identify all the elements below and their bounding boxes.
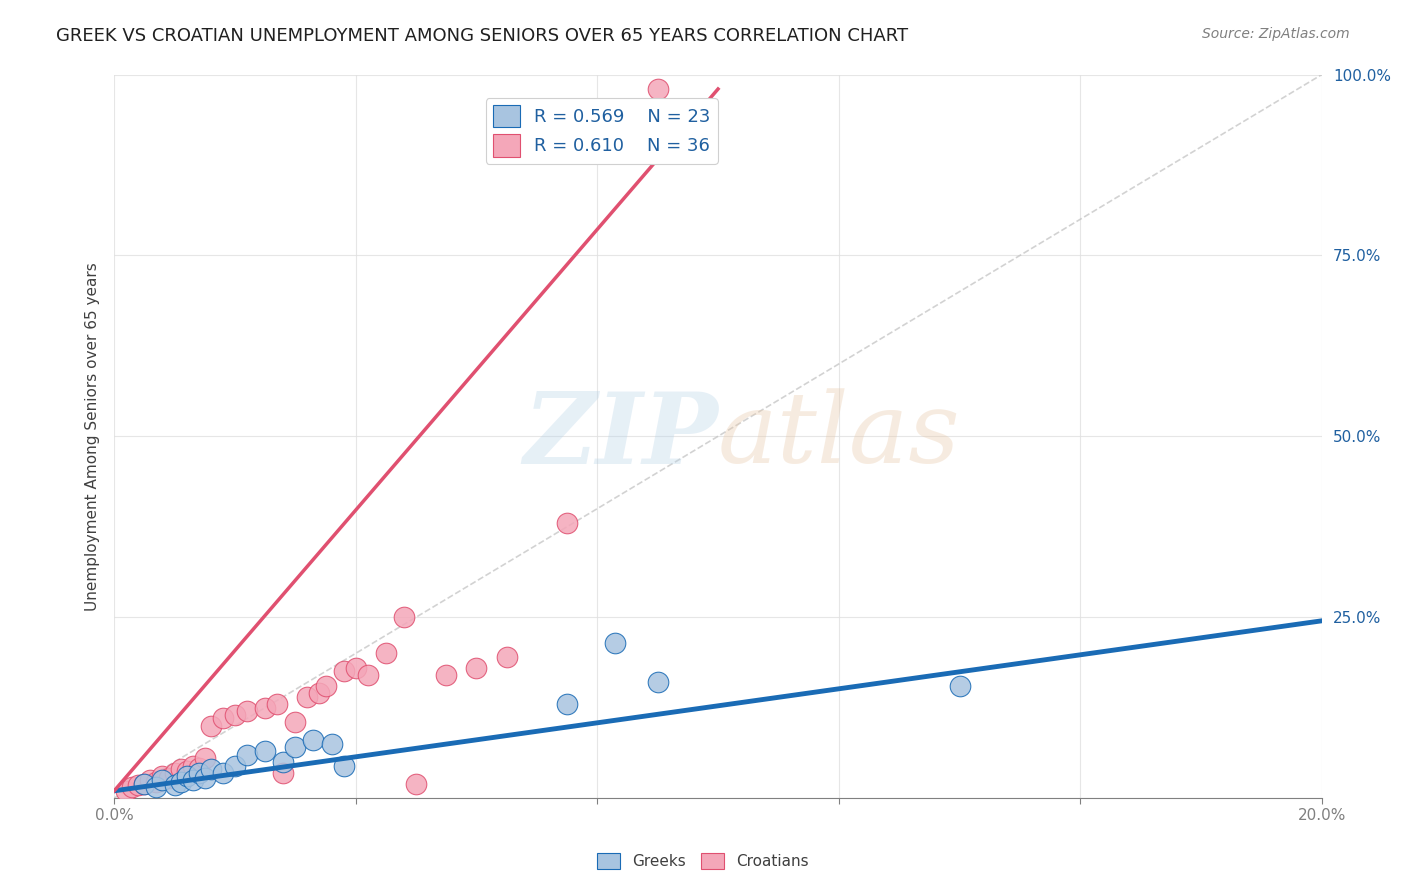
Point (254, 744, 277, 758)
Point (115, 784, 138, 798)
Point (194, 751, 217, 765)
Point (302, 733, 325, 747)
Point (374, 646, 396, 660)
Point (647, 82, 669, 96)
Y-axis label: Unemployment Among Seniors over 65 years: Unemployment Among Seniors over 65 years (86, 262, 100, 611)
Point (187, 765, 209, 780)
Point (200, 719, 222, 733)
Point (605, 635, 627, 649)
Point (297, 690, 319, 704)
Point (254, 700, 277, 714)
Point (495, 650, 517, 665)
Point (134, 776, 156, 790)
Point (344, 661, 367, 675)
Text: GREEK VS CROATIAN UNEMPLOYMENT AMONG SENIORS OVER 65 YEARS CORRELATION CHART: GREEK VS CROATIAN UNEMPLOYMENT AMONG SEN… (56, 27, 908, 45)
Text: ZIP: ZIP (523, 388, 718, 484)
Point (236, 747, 259, 762)
Point (948, 679, 970, 693)
Point (236, 704, 259, 718)
Point (434, 668, 457, 682)
Point (224, 707, 246, 722)
Point (127, 778, 149, 792)
Point (169, 762, 191, 776)
Point (212, 711, 235, 725)
Point (157, 771, 180, 785)
Point (169, 775, 191, 789)
Point (555, 697, 578, 711)
Point (647, 675, 669, 690)
Point (357, 668, 380, 682)
Text: atlas: atlas (718, 389, 960, 484)
Point (271, 765, 294, 780)
Point (121, 780, 143, 795)
Point (145, 775, 167, 789)
Point (284, 740, 307, 755)
Point (212, 765, 235, 780)
Point (392, 610, 415, 624)
Point (176, 764, 198, 778)
Point (266, 697, 288, 711)
Point (405, 776, 427, 790)
Point (145, 780, 167, 795)
Point (555, 516, 578, 530)
Point (271, 755, 294, 769)
Point (187, 761, 209, 775)
Point (181, 772, 204, 787)
Point (332, 758, 354, 772)
Point (134, 776, 156, 790)
Point (152, 772, 174, 787)
Point (200, 762, 222, 776)
Point (308, 686, 330, 700)
Point (284, 715, 307, 730)
Point (139, 772, 162, 787)
Legend: R = 0.569    N = 23, R = 0.610    N = 36: R = 0.569 N = 23, R = 0.610 N = 36 (485, 98, 718, 164)
Point (465, 661, 488, 675)
Point (176, 769, 198, 783)
Legend: Greeks, Croatians: Greeks, Croatians (591, 847, 815, 875)
Point (152, 769, 174, 783)
Point (163, 778, 186, 792)
Point (315, 679, 337, 693)
Point (181, 758, 204, 772)
Text: Source: ZipAtlas.com: Source: ZipAtlas.com (1202, 27, 1350, 41)
Point (332, 665, 354, 679)
Point (321, 737, 343, 751)
Point (224, 758, 246, 772)
Point (163, 765, 186, 780)
Point (194, 771, 217, 785)
